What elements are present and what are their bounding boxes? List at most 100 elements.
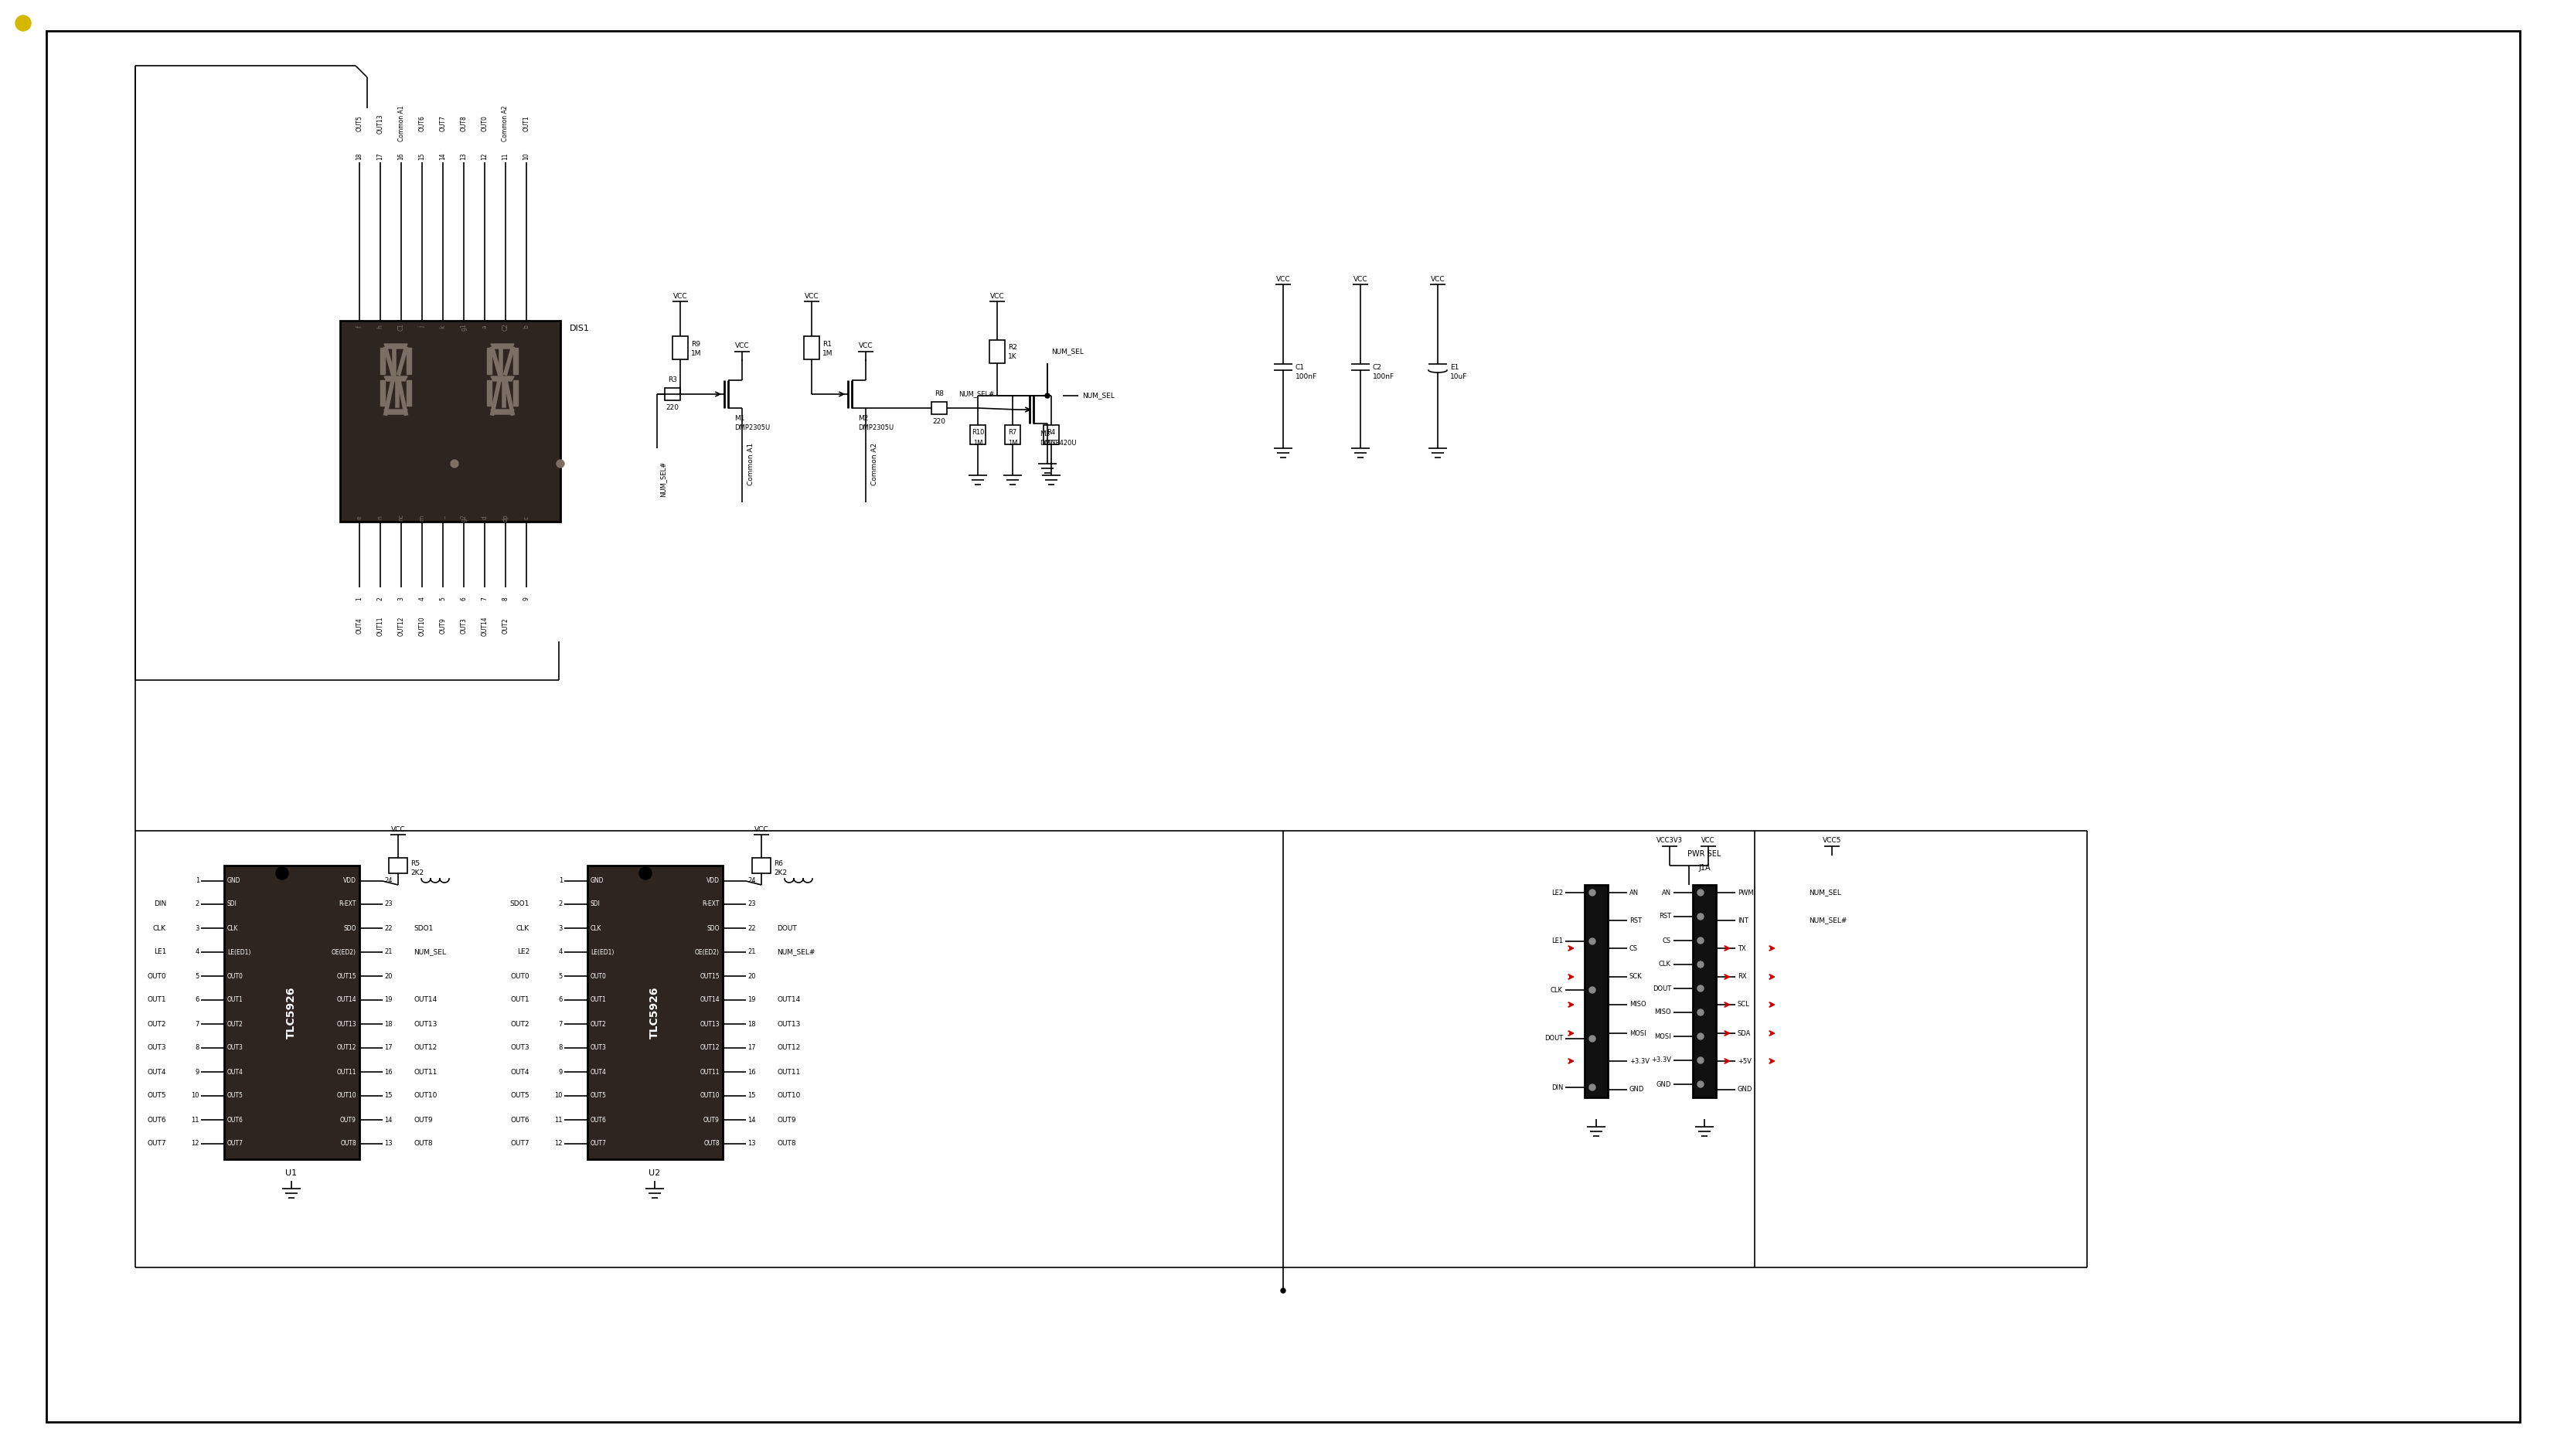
Text: 2K2: 2K2 [412, 869, 424, 877]
Text: OUT9: OUT9 [440, 617, 447, 633]
Bar [672, 336, 688, 360]
Text: OUT8: OUT8 [414, 1140, 432, 1147]
Text: OUT3: OUT3 [460, 617, 468, 633]
Text: TX: TX [1739, 945, 1746, 952]
Circle shape [1698, 961, 1703, 968]
Text: CLK: CLK [153, 925, 166, 932]
Text: 5: 5 [194, 973, 199, 980]
Text: OUT14: OUT14 [414, 996, 437, 1003]
Text: 8: 8 [194, 1044, 199, 1051]
Text: VCC: VCC [672, 293, 688, 300]
Text: R9: R9 [690, 341, 701, 348]
Text: OUT11: OUT11 [414, 1069, 437, 1076]
Text: 100nF: 100nF [1373, 373, 1394, 380]
Text: 15: 15 [384, 1092, 391, 1099]
Polygon shape [514, 348, 519, 374]
Text: OUT8: OUT8 [340, 1140, 355, 1147]
Text: DIS1: DIS1 [570, 325, 591, 332]
Text: g1: g1 [460, 323, 468, 331]
Text: 20: 20 [384, 973, 391, 980]
Polygon shape [384, 344, 407, 348]
Text: 5: 5 [440, 597, 447, 601]
Text: n: n [376, 515, 384, 520]
Text: 15: 15 [419, 153, 424, 160]
Text: OUT6: OUT6 [591, 1117, 606, 1123]
Text: RST: RST [1629, 917, 1642, 925]
Text: SDO: SDO [343, 925, 355, 932]
Text: OUT13: OUT13 [701, 1021, 719, 1028]
Text: VCC: VCC [1700, 837, 1716, 844]
Text: M1: M1 [734, 415, 744, 422]
Text: VDD: VDD [706, 878, 719, 884]
Text: VCC: VCC [1429, 275, 1445, 282]
Text: GND: GND [1739, 1086, 1752, 1093]
Text: OUT4: OUT4 [228, 1069, 243, 1076]
Text: 22: 22 [747, 925, 754, 932]
Text: OUT7: OUT7 [228, 1140, 243, 1147]
Text: TLC5926: TLC5926 [649, 986, 660, 1038]
Text: R8: R8 [933, 390, 944, 397]
Text: 14: 14 [384, 1117, 391, 1123]
Text: VCC: VCC [990, 293, 1005, 300]
Polygon shape [381, 348, 386, 374]
Text: e: e [355, 515, 363, 520]
Circle shape [1698, 890, 1703, 895]
Text: CLK: CLK [591, 925, 601, 932]
Text: 10: 10 [524, 153, 529, 160]
Text: SDO1: SDO1 [509, 901, 529, 907]
Text: a: a [481, 325, 488, 329]
Text: LE(ED1): LE(ED1) [591, 949, 614, 955]
Text: OUT3: OUT3 [591, 1044, 606, 1051]
Text: U1: U1 [286, 1169, 297, 1176]
Text: OUT13: OUT13 [338, 1021, 355, 1028]
Text: DIN: DIN [1552, 1083, 1562, 1091]
Polygon shape [384, 376, 407, 381]
Circle shape [1590, 1035, 1596, 1041]
Text: OUT10: OUT10 [701, 1092, 719, 1099]
Text: d: d [481, 515, 488, 520]
Text: OUT9: OUT9 [703, 1117, 719, 1123]
Text: c: c [524, 517, 529, 520]
Text: NUM_SEL#: NUM_SEL# [660, 462, 667, 496]
Text: OUT1: OUT1 [228, 996, 243, 1003]
Text: OUT10: OUT10 [777, 1092, 800, 1099]
Bar [969, 425, 984, 444]
Polygon shape [381, 380, 386, 406]
Text: OUT14: OUT14 [338, 996, 355, 1003]
Text: 8: 8 [501, 597, 509, 601]
Circle shape [1698, 986, 1703, 992]
Text: DOUT: DOUT [1544, 1035, 1562, 1042]
Text: OUT5: OUT5 [511, 1092, 529, 1099]
Text: OUT7: OUT7 [440, 115, 447, 131]
Text: OUT12: OUT12 [338, 1044, 355, 1051]
Text: OUT2: OUT2 [591, 1021, 606, 1028]
Text: VCC: VCC [754, 826, 770, 833]
Text: OUT15: OUT15 [701, 973, 719, 980]
Text: GND: GND [591, 878, 603, 884]
Text: VCC: VCC [734, 342, 749, 349]
Text: OUT12: OUT12 [701, 1044, 719, 1051]
Text: OUT3: OUT3 [228, 1044, 243, 1051]
Circle shape [557, 460, 565, 467]
Text: 10: 10 [192, 1092, 199, 1099]
Bar [389, 858, 407, 874]
Text: OUT8: OUT8 [460, 115, 468, 131]
Text: GND: GND [1629, 1086, 1644, 1093]
Text: 2: 2 [376, 597, 384, 601]
Text: E1: E1 [1450, 364, 1460, 371]
Text: OUT14: OUT14 [481, 616, 488, 636]
Text: 9: 9 [557, 1069, 563, 1076]
Text: 19: 19 [747, 996, 754, 1003]
Text: 6: 6 [194, 996, 199, 1003]
Text: 23: 23 [747, 901, 757, 907]
Text: OUT0: OUT0 [148, 973, 166, 980]
Text: 13: 13 [384, 1140, 391, 1147]
Text: k: k [440, 325, 447, 329]
Text: OUT2: OUT2 [511, 1021, 529, 1028]
Text: 1: 1 [557, 878, 563, 884]
Text: MISO: MISO [1654, 1009, 1672, 1016]
Text: LE1: LE1 [153, 949, 166, 955]
Circle shape [450, 460, 458, 467]
Text: NUM_SEL: NUM_SEL [1051, 348, 1084, 355]
Text: OUT2: OUT2 [228, 1021, 243, 1028]
